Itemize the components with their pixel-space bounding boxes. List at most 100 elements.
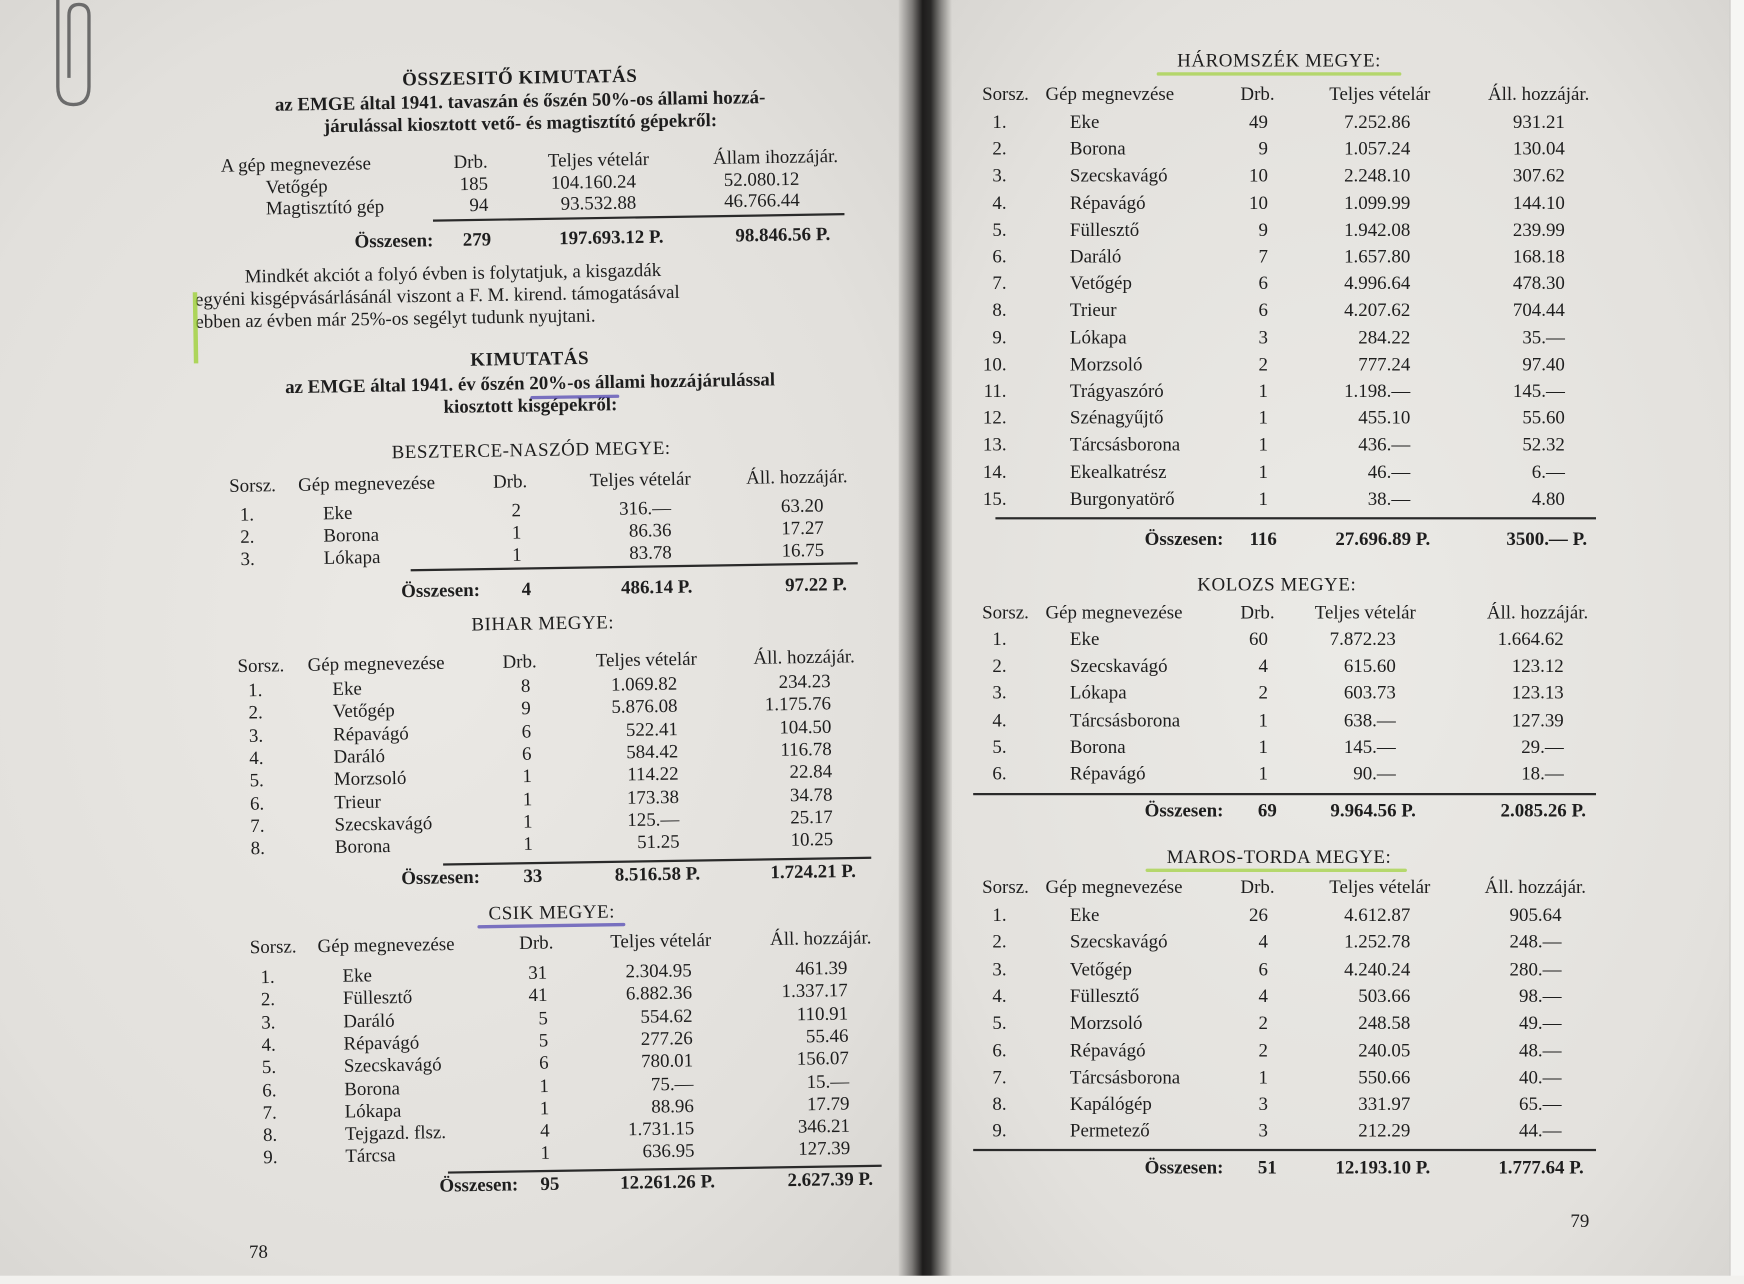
machine-name: Trágyaszóró: [1069, 380, 1164, 402]
column-header: Gép megnevzése: [1045, 83, 1175, 105]
total-contribution: 1.777.64 P.: [1498, 1156, 1584, 1178]
column-header: Teljes vételár: [1314, 601, 1416, 623]
total-price: 284.22: [1358, 326, 1411, 348]
state-contribution: 4.80: [1531, 488, 1565, 510]
row-number: 6.: [992, 245, 1007, 267]
count: 1: [1258, 762, 1268, 785]
machine-name: Morzsoló: [1069, 1012, 1143, 1034]
total-price: 7.872.23: [1329, 628, 1396, 650]
machine-name: Füllesztő: [1069, 218, 1140, 241]
count: 1: [1258, 709, 1268, 731]
state-contribution: 97.40: [1522, 353, 1565, 375]
row-number: 4.: [992, 985, 1007, 1007]
total-price: 46.—: [1367, 461, 1411, 483]
count: 2: [1258, 682, 1268, 704]
count: 1: [1258, 488, 1268, 510]
count: 3: [1258, 1120, 1268, 1142]
machine-name: Lókapa: [1069, 326, 1127, 348]
heading-underline: [1145, 868, 1407, 872]
state-contribution: 123.12: [1511, 655, 1564, 677]
state-contribution: 49.—: [1518, 1012, 1562, 1034]
row-number: 1.: [992, 628, 1007, 650]
total-price: 777.24: [1358, 353, 1411, 375]
row-number: 5.: [992, 1012, 1007, 1034]
machine-name: Répavágó: [1069, 191, 1146, 214]
total-price: 4.996.64: [1344, 272, 1411, 294]
row-number: 15.: [982, 488, 1007, 510]
heading-underline: [1156, 72, 1402, 76]
row-number: 4.: [992, 709, 1007, 731]
total-price: 12.193.10 P.: [1335, 1156, 1431, 1178]
total-price: 603.73: [1343, 682, 1396, 704]
count: 9: [1258, 138, 1268, 160]
count: 10: [1249, 165, 1268, 187]
state-contribution: 704.44: [1512, 299, 1565, 321]
total-price: 550.66: [1358, 1066, 1411, 1088]
count: 2: [1258, 1012, 1268, 1034]
total-contribution: 3500.— P.: [1506, 528, 1588, 550]
total-label: Összesen:: [1144, 1156, 1224, 1178]
row-number: 2.: [992, 931, 1007, 953]
machine-name: Répavágó: [1069, 762, 1146, 785]
table-divider: [973, 792, 1597, 795]
row-number: 2.: [992, 655, 1007, 677]
total-price: 4.612.87: [1344, 904, 1411, 926]
total-price: 248.58: [1358, 1012, 1411, 1034]
total-price: 455.10: [1358, 407, 1411, 429]
count: 1: [1258, 736, 1268, 758]
count: 1: [1258, 380, 1268, 402]
machine-name: Füllesztő: [1069, 985, 1140, 1007]
row-number: 9.: [992, 1120, 1007, 1142]
state-contribution: 248.—: [1509, 931, 1562, 953]
count: 2: [1258, 353, 1268, 375]
row-number: 14.: [982, 461, 1007, 483]
total-count: 116: [1249, 528, 1277, 550]
state-contribution: 29.—: [1521, 736, 1564, 758]
column-header: Teljes vételár: [1329, 83, 1431, 105]
count: 6: [1258, 272, 1268, 294]
machine-name: Szénagyűjtő: [1069, 407, 1164, 429]
row-number: 1.: [992, 111, 1007, 133]
row-number: 7.: [992, 272, 1007, 294]
count: 2: [1258, 1039, 1268, 1061]
total-price: 503.66: [1358, 985, 1411, 1007]
total-count: 51: [1257, 1156, 1277, 1178]
machine-name: Tárcsásborona: [1069, 709, 1181, 731]
column-header: Teljes vételár: [1329, 876, 1431, 898]
state-contribution: 35.—: [1522, 326, 1565, 348]
row-number: 8.: [992, 299, 1007, 321]
column-header: Sorsz.: [982, 601, 1029, 623]
state-contribution: 6.—: [1531, 461, 1565, 483]
machine-name: Trieur: [1069, 299, 1117, 321]
state-contribution: 65.—: [1518, 1093, 1562, 1115]
total-price: 1.198.—: [1344, 380, 1411, 402]
total-price: 212.29: [1358, 1120, 1411, 1142]
total-price: 240.05: [1358, 1039, 1411, 1061]
column-header: Sorsz.: [982, 876, 1029, 898]
row-number: 2.: [992, 138, 1007, 160]
row-number: 3.: [992, 682, 1007, 704]
count: 49: [1249, 111, 1268, 133]
county-heading: MAROS-TORDA MEGYE:: [1166, 846, 1392, 868]
state-contribution: 18.—: [1521, 762, 1564, 785]
machine-name: Eke: [1069, 628, 1100, 650]
total-price: 38.—: [1367, 488, 1411, 510]
row-number: 6.: [992, 762, 1007, 785]
row-number: 7.: [992, 1066, 1007, 1088]
total-price: 1.657.80: [1344, 245, 1411, 267]
state-contribution: 168.18: [1512, 245, 1565, 267]
county-heading: HÁROMSZÉK MEGYE:: [1177, 50, 1381, 72]
machine-name: Burgonyatörő: [1069, 488, 1175, 510]
state-contribution: 239.99: [1512, 218, 1565, 241]
page-edge: [1729, 0, 1744, 1276]
machine-name: Morzsoló: [1069, 353, 1143, 375]
total-price: 27.696.89 P.: [1335, 528, 1431, 550]
right-page: [945, 0, 1730, 1276]
row-number: 5.: [992, 736, 1007, 758]
total-price: 1.057.24: [1344, 138, 1411, 160]
row-number: 12.: [982, 407, 1007, 429]
total-price: 1.942.08: [1344, 218, 1411, 241]
machine-name: Lókapa: [1069, 682, 1127, 704]
count: 6: [1258, 299, 1268, 321]
column-header: Áll. hozzájár.: [1484, 876, 1586, 898]
